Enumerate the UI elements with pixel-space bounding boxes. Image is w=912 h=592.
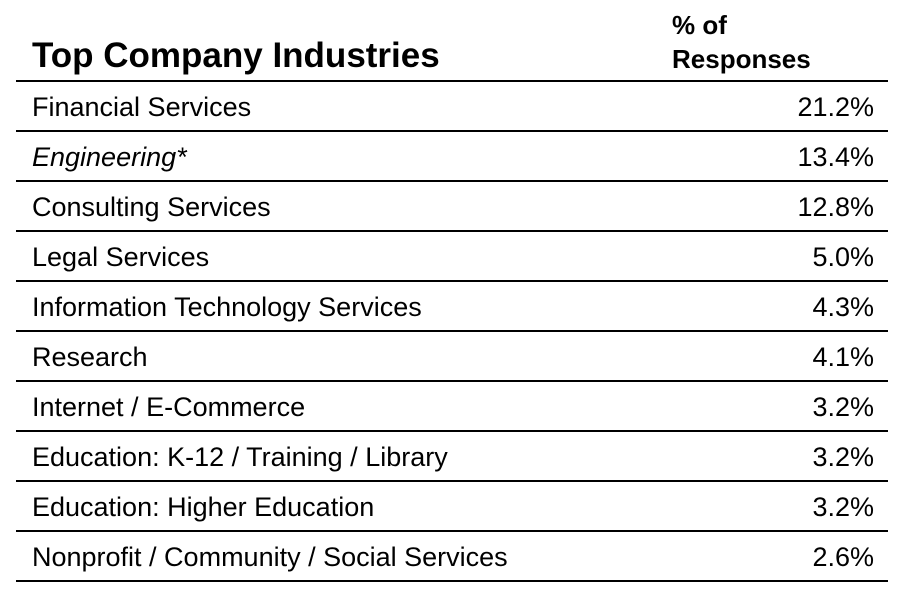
- percent-value: 3.2%: [812, 492, 874, 522]
- industries-table: Top Company Industries % of Responses Fi…: [16, 0, 888, 582]
- industry-label: Financial Services: [32, 92, 252, 122]
- percent-value: 21.2%: [797, 92, 874, 122]
- percent-value: 5.0%: [812, 242, 874, 272]
- table-body: Financial Services 21.2% Engineering* 13.4%…: [16, 82, 888, 582]
- industry-label: Information Technology Services: [32, 292, 422, 322]
- table-title: Top Company Industries: [32, 36, 440, 75]
- table-row: Education: K-12 / Training / Library 3.2%: [16, 432, 888, 482]
- percent-value: 3.2%: [812, 392, 874, 422]
- percent-column-header: % of Responses: [672, 8, 862, 76]
- table-row: Legal Services 5.0%: [16, 232, 888, 282]
- table-row: Nonprofit / Community / Social Services 2…: [16, 532, 888, 582]
- industry-label: Legal Services: [32, 242, 210, 272]
- percent-column-header-line-1: % of: [672, 10, 727, 40]
- table-row: Financial Services 21.2%: [16, 82, 888, 132]
- percent-value: 3.2%: [812, 442, 874, 472]
- industry-label: Internet / E-Commerce: [32, 392, 306, 422]
- industry-label: Consulting Services: [32, 192, 271, 222]
- percent-value: 4.1%: [812, 342, 874, 372]
- table-row: Research 4.1%: [16, 332, 888, 382]
- percent-value: 12.8%: [797, 192, 874, 222]
- industry-label: Education: Higher Education: [32, 492, 375, 522]
- percent-value: 4.3%: [812, 292, 874, 322]
- industry-label: Nonprofit / Community / Social Services: [32, 542, 508, 572]
- percent-column-header-line-2: Responses: [672, 44, 811, 74]
- table-row: Education: Higher Education 3.2%: [16, 482, 888, 532]
- table-row: Consulting Services 12.8%: [16, 182, 888, 232]
- table-row: Internet / E-Commerce 3.2%: [16, 382, 888, 432]
- table-row: Engineering* 13.4%: [16, 132, 888, 182]
- percent-value: 2.6%: [812, 542, 874, 572]
- percent-value: 13.4%: [797, 142, 874, 172]
- table-row: Information Technology Services 4.3%: [16, 282, 888, 332]
- industry-label: Education: K-12 / Training / Library: [32, 442, 448, 472]
- industry-label: Research: [32, 342, 148, 372]
- table-header: Top Company Industries % of Responses: [16, 0, 888, 82]
- industry-label: Engineering*: [32, 142, 187, 172]
